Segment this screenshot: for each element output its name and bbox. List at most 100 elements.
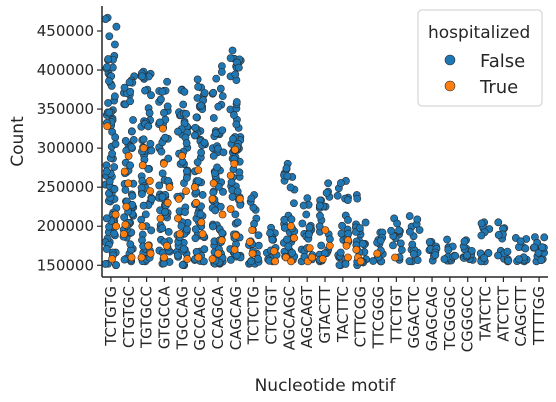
point-false-5-31 xyxy=(191,225,200,234)
point-false-7-60 xyxy=(232,120,241,129)
point-false-6-29 xyxy=(211,129,220,138)
point-false-14-10 xyxy=(361,218,370,227)
point-false-6-33 xyxy=(209,114,218,122)
point-true-29 xyxy=(174,214,182,223)
point-false-5-47 xyxy=(200,138,209,147)
x-tick-label-4: TGCCAG xyxy=(173,286,191,350)
point-false-5-50 xyxy=(197,148,206,157)
x-axis-ticks: TCTGTG CTGTGC TGTGCC GTGCCA TGCCAG GCCAGC CCAG… xyxy=(102,277,548,352)
point-false-7-69 xyxy=(233,187,242,196)
point-false-16-10 xyxy=(397,246,406,254)
point-false-0-63 xyxy=(102,245,111,253)
point-false-2-35 xyxy=(144,165,153,173)
point-false-17-13 xyxy=(409,250,418,258)
point-false-12-21 xyxy=(326,235,334,244)
point-false-10-25 xyxy=(284,242,293,251)
x-tick-label-2: TGTGCC xyxy=(138,286,156,349)
point-false-0-69 xyxy=(110,229,119,238)
point-false-3-59 xyxy=(157,95,165,104)
point-false-1-55 xyxy=(120,255,129,264)
x-tick-label-6: CCAGCA xyxy=(209,285,227,349)
point-false-11-20 xyxy=(305,223,314,232)
point-true-53 xyxy=(248,249,257,258)
point-false-1-59 xyxy=(126,97,135,106)
point-false-16-9 xyxy=(389,241,397,250)
point-false-0-24 xyxy=(104,99,112,107)
point-true-62 xyxy=(308,253,316,262)
point-true-8 xyxy=(120,230,128,238)
x-tick-label-14: CTTCGG xyxy=(352,286,370,347)
x-tick-label-11: AGCAGT xyxy=(298,285,316,348)
point-false-4-26 xyxy=(182,139,191,148)
point-false-1-46 xyxy=(126,161,135,170)
point-false-1-36 xyxy=(127,143,136,152)
legend-marker-true xyxy=(444,80,456,92)
point-false-11-17 xyxy=(299,201,308,210)
point-false-12-17 xyxy=(315,222,324,231)
point-false-15-12 xyxy=(376,236,385,245)
point-false-8-13 xyxy=(254,231,263,240)
x-tick-label-5: GCCAGC xyxy=(191,286,209,351)
point-false-2-45 xyxy=(141,210,150,219)
point-false-4-58 xyxy=(179,244,188,253)
point-false-1-33 xyxy=(121,186,130,194)
point-false-13-27 xyxy=(343,196,352,204)
point-true-30 xyxy=(175,230,184,238)
point-false-3-27 xyxy=(164,176,173,185)
point-true-65 xyxy=(318,255,327,263)
point-false-1-21 xyxy=(129,116,137,124)
point-true-28 xyxy=(174,195,183,203)
point-false-6-63 xyxy=(213,163,221,172)
y-tick-label-5: 400000 xyxy=(37,61,94,79)
point-false-1-61 xyxy=(120,83,129,92)
point-true-47 xyxy=(236,195,244,203)
point-false-3-41 xyxy=(155,118,164,127)
point-false-4-44 xyxy=(179,100,188,109)
point-false-14-22 xyxy=(356,224,364,232)
series-true-points xyxy=(103,122,399,266)
point-false-1-53 xyxy=(126,87,135,96)
legend-label-true: True xyxy=(479,77,518,98)
point-false-7-41 xyxy=(232,98,241,106)
point-true-11 xyxy=(139,144,148,153)
point-false-3-58 xyxy=(157,147,166,156)
point-false-6-54 xyxy=(214,144,222,153)
point-false-5-55 xyxy=(198,191,207,199)
y-tick-label-6: 450000 xyxy=(37,22,94,40)
x-tick-label-0: TCTGTG xyxy=(102,286,120,347)
point-true-40 xyxy=(218,210,227,219)
point-false-6-65 xyxy=(219,148,228,157)
point-false-2-51 xyxy=(147,146,156,155)
point-false-2-49 xyxy=(138,190,146,198)
point-false-1-24 xyxy=(121,137,130,145)
point-false-0-40 xyxy=(111,92,119,101)
point-false-22-1 xyxy=(494,218,503,227)
point-false-12-2 xyxy=(317,241,326,250)
point-false-2-55 xyxy=(139,201,148,210)
point-false-0-38 xyxy=(112,22,121,31)
point-false-22-9 xyxy=(494,251,502,260)
point-false-21-10 xyxy=(484,249,493,258)
point-false-3-60 xyxy=(161,133,170,142)
point-false-7-15 xyxy=(233,218,242,227)
point-false-19-11 xyxy=(440,255,449,264)
point-false-6-43 xyxy=(209,151,218,160)
point-false-24-11 xyxy=(538,243,547,252)
point-false-5-54 xyxy=(199,257,208,266)
y-axis-title: Count xyxy=(8,116,28,167)
y-axis-ticks: 150000 200000 250000 300000 350000 400000 4500… xyxy=(37,22,102,274)
point-false-2-39 xyxy=(145,109,154,117)
point-false-0-28 xyxy=(111,40,119,49)
point-false-14-23 xyxy=(353,194,362,203)
x-tick-label-18: GAGCAG xyxy=(423,286,441,351)
point-false-3-38 xyxy=(164,227,173,236)
point-true-43 xyxy=(208,255,217,263)
point-false-5-52 xyxy=(197,101,205,110)
point-false-7-70 xyxy=(229,135,237,143)
point-true-48 xyxy=(226,205,235,213)
point-false-2-61 xyxy=(138,72,146,81)
point-false-6-58 xyxy=(217,68,226,76)
point-false-10-29 xyxy=(283,235,291,244)
point-true-54 xyxy=(270,247,278,256)
point-false-20-12 xyxy=(460,237,469,246)
